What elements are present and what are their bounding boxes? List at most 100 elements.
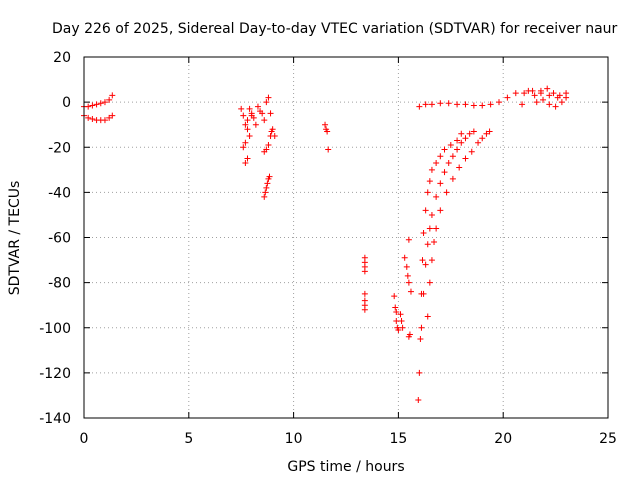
axis-ticks: 0 5 10 15 20 25 -140 -120 -100 -80 -60 -40 -20 0 20 — [39, 50, 617, 447]
data-point — [254, 103, 261, 110]
data-point — [361, 306, 368, 313]
data-point — [407, 288, 414, 295]
data-point — [262, 189, 269, 196]
data-point — [361, 290, 368, 297]
data-point — [395, 327, 402, 334]
data-point — [470, 128, 477, 135]
y-tick-label: -100 — [39, 321, 71, 337]
data-point — [85, 103, 92, 110]
data-point — [479, 135, 486, 142]
data-point — [242, 139, 249, 146]
data-point — [261, 193, 268, 200]
data-point — [263, 99, 270, 106]
data-point — [454, 146, 461, 153]
chart-title: Day 226 of 2025, Sidereal Day-to-day VTE… — [52, 21, 618, 37]
data-point — [259, 110, 266, 117]
x-tick-label: 0 — [80, 431, 89, 447]
series-steep-b — [418, 128, 477, 331]
data-point — [449, 175, 456, 182]
plot-frame — [83, 56, 609, 419]
data-point — [242, 160, 249, 167]
data-point — [447, 141, 454, 148]
data-point — [97, 100, 104, 107]
data-point — [426, 178, 433, 185]
data-point — [266, 173, 273, 180]
data-point — [325, 146, 332, 153]
data-point — [546, 101, 553, 108]
data-point — [252, 121, 259, 128]
y-tick-label: 20 — [53, 50, 71, 66]
series-track-e — [361, 254, 368, 313]
data-point — [431, 239, 438, 246]
x-tick-label: 20 — [494, 431, 512, 447]
data-point — [420, 229, 427, 236]
data-point — [437, 100, 444, 107]
data-point — [426, 225, 433, 232]
x-tick-label: 15 — [389, 431, 407, 447]
data-point — [433, 225, 440, 232]
series-track-f — [391, 254, 414, 334]
data-point — [424, 313, 431, 320]
data-point — [263, 146, 270, 153]
data-point — [479, 102, 486, 109]
data-point — [322, 121, 329, 128]
data-point — [449, 153, 456, 160]
data-point — [265, 141, 272, 148]
data-point — [403, 263, 410, 270]
data-point — [401, 254, 408, 261]
data-point — [397, 311, 404, 318]
data-point — [428, 211, 435, 218]
data-point — [519, 101, 526, 108]
data-points — [81, 85, 570, 403]
series-track-f2 — [405, 236, 413, 340]
data-point — [398, 317, 405, 324]
data-point — [486, 128, 493, 135]
data-point — [445, 160, 452, 167]
data-point — [462, 135, 469, 142]
data-point — [106, 96, 113, 103]
data-point — [417, 336, 424, 343]
data-point — [422, 207, 429, 214]
data-point — [441, 169, 448, 176]
data-point — [504, 94, 511, 101]
data-point — [550, 90, 557, 97]
data-point — [244, 155, 251, 162]
data-point — [101, 117, 108, 124]
data-point — [419, 257, 426, 264]
data-point — [563, 90, 570, 97]
data-point — [462, 101, 469, 108]
data-point — [93, 101, 100, 108]
data-point — [437, 153, 444, 160]
series-track-b — [238, 94, 278, 167]
data-point — [268, 128, 275, 135]
data-point — [263, 184, 270, 191]
data-point — [525, 87, 532, 94]
data-point — [418, 324, 425, 331]
series-flat-high-2 — [519, 85, 570, 110]
data-point — [246, 132, 253, 139]
series-track-a-upper — [81, 92, 116, 110]
data-point — [456, 164, 463, 171]
data-point — [109, 112, 116, 119]
data-point — [475, 139, 482, 146]
data-point — [264, 180, 271, 187]
y-tick-label: -80 — [48, 276, 71, 292]
data-point — [552, 103, 559, 110]
data-point — [416, 103, 423, 110]
data-point — [393, 317, 400, 324]
data-point — [540, 96, 547, 103]
x-axis-label: GPS time / hours — [287, 459, 404, 475]
data-point — [466, 130, 473, 137]
data-point — [424, 241, 431, 248]
data-point — [556, 92, 563, 99]
series-track-a-lower — [81, 112, 116, 124]
data-point — [458, 130, 465, 137]
y-axis-label: SDTVAR / TECUs — [7, 181, 23, 296]
data-point — [265, 94, 272, 101]
data-point — [248, 112, 255, 119]
data-point — [267, 132, 274, 139]
data-point — [424, 189, 431, 196]
data-point — [246, 105, 253, 112]
data-point — [533, 99, 540, 106]
